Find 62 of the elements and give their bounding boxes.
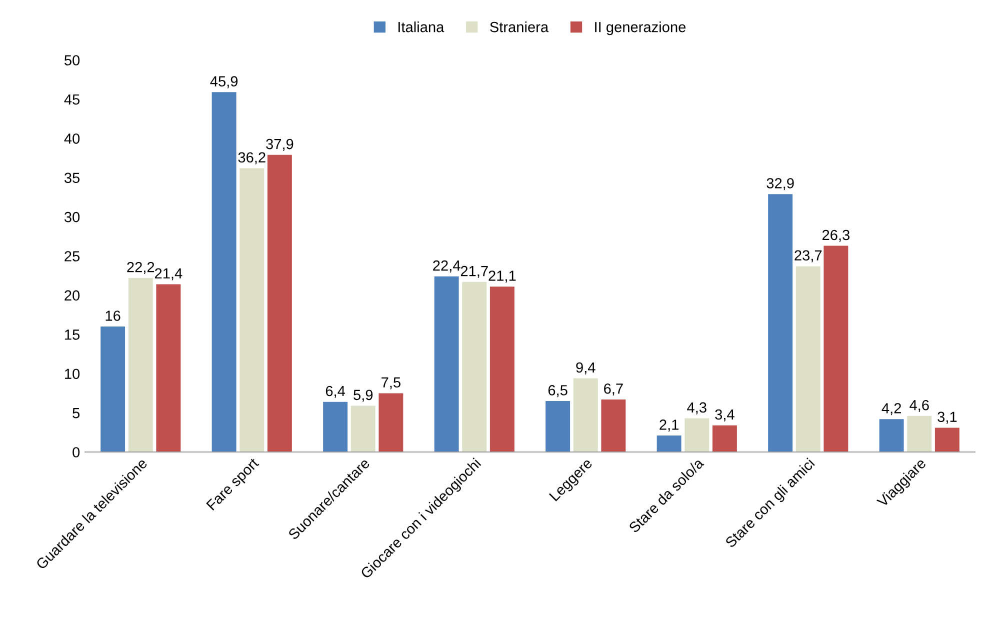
data-label: 4,2: [882, 403, 901, 416]
data-label: 3,1: [938, 412, 957, 424]
y-tick-label: 25: [64, 251, 80, 262]
bar: [267, 154, 292, 452]
bar: [156, 284, 181, 452]
data-label: 32,9: [766, 178, 794, 190]
bar: [684, 418, 710, 452]
bar: [712, 425, 737, 452]
data-label: 36,2: [238, 152, 266, 164]
data-label: 21,1: [488, 270, 516, 283]
bar: [128, 278, 153, 452]
data-label: 16: [106, 310, 120, 321]
bar: [100, 326, 126, 452]
data-label: 9,4: [576, 362, 596, 374]
y-tick-label: 50: [64, 55, 80, 66]
data-label: 5,9: [354, 390, 373, 402]
bar: [490, 286, 514, 452]
bar: [378, 393, 404, 452]
bar: [934, 428, 960, 452]
data-label: 21,4: [154, 268, 182, 280]
data-label: 7,5: [382, 377, 400, 390]
bar: [824, 246, 848, 452]
legend-label: Italiana: [398, 22, 444, 32]
data-label: 2,1: [660, 420, 678, 432]
data-label: 4,6: [910, 400, 929, 412]
bar: [601, 399, 626, 452]
y-tick-label: 15: [65, 330, 80, 340]
data-label: 26,3: [822, 230, 850, 242]
data-label: 6,5: [548, 385, 568, 398]
data-label: 3,4: [715, 409, 734, 422]
data-label: 6,7: [604, 383, 623, 396]
bar: [462, 282, 487, 452]
y-tick-label: 10: [65, 368, 80, 380]
y-tick-label: 35: [64, 172, 80, 184]
data-label: 22,4: [433, 260, 460, 272]
bar: [434, 276, 459, 452]
y-tick-label: 20: [64, 290, 80, 301]
bar: [573, 378, 598, 452]
data-label: 21,7: [460, 266, 488, 278]
data-label: 6,4: [326, 386, 346, 398]
data-label: 22,2: [127, 262, 154, 274]
bar: [879, 419, 904, 452]
data-label: 45,9: [210, 76, 238, 88]
legend-label: Straniera: [490, 22, 549, 32]
y-tick-label: 40: [64, 134, 80, 144]
bar: [768, 194, 793, 452]
bar: [350, 406, 376, 452]
legend-label: II generazione: [595, 22, 686, 36]
bar: [656, 436, 682, 452]
y-tick-label: 0: [72, 447, 80, 458]
bar: [323, 402, 348, 452]
data-label: 4,3: [687, 402, 706, 414]
y-tick-label: 30: [64, 212, 80, 222]
bar: [240, 168, 264, 452]
bar: [796, 266, 820, 452]
bar: [546, 401, 570, 452]
y-tick-label: 45: [64, 94, 80, 105]
y-tick-label: 5: [72, 408, 80, 418]
data-label: 23,7: [794, 250, 822, 262]
data-label: 37,9: [266, 138, 294, 151]
bar: [907, 416, 932, 452]
bar: [212, 92, 236, 452]
